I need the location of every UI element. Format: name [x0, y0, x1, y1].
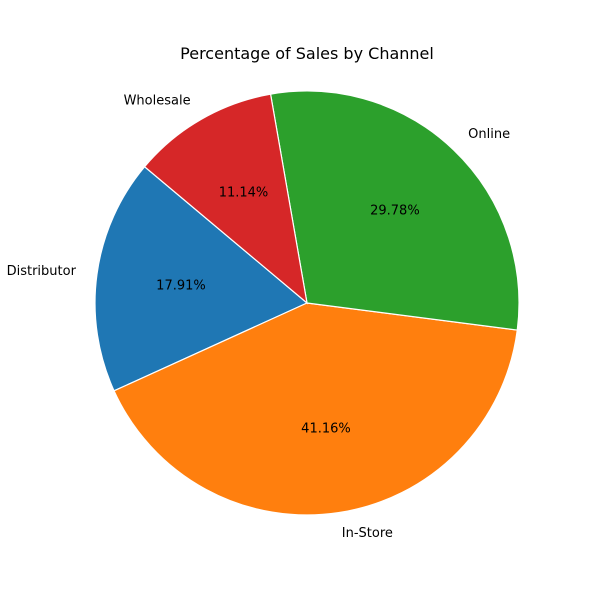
pie-slices	[94, 90, 520, 516]
pct-label-in-store: 41.16%	[301, 421, 351, 436]
category-label-distributor: Distributor	[7, 264, 77, 279]
category-label-online: Online	[468, 127, 510, 142]
category-label-in-store: In-Store	[342, 526, 393, 541]
chart-title: Percentage of Sales by Channel	[180, 44, 434, 63]
pct-label-wholesale: 11.14%	[219, 185, 269, 200]
pct-label-distributor: 17.91%	[156, 278, 206, 293]
slice-wholesale	[143, 93, 308, 305]
pct-label-online: 29.78%	[370, 204, 420, 219]
slice-distributor	[94, 165, 309, 392]
slice-online	[269, 90, 520, 331]
category-label-wholesale: Wholesale	[124, 93, 191, 108]
slice-in-store	[113, 302, 518, 516]
pie-labels: 17.91% Distributor 41.16% In-Store 29.78% Onl…	[7, 93, 511, 541]
